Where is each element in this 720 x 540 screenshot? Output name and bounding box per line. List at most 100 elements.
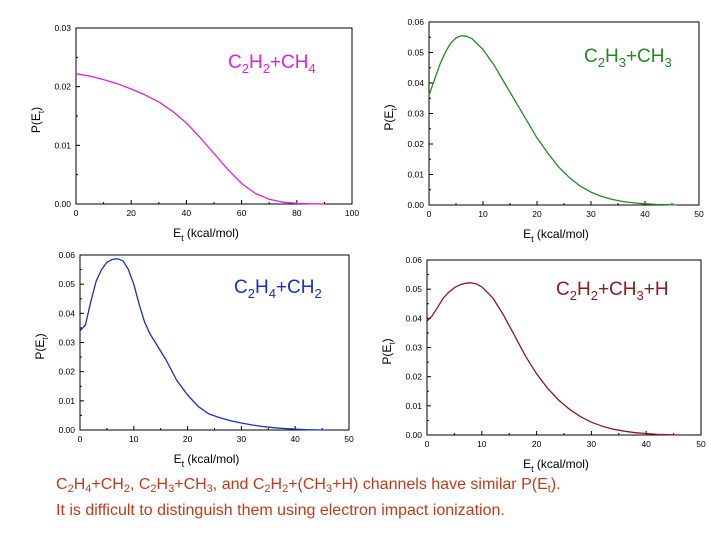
y-tick-label: 0.06 bbox=[407, 17, 424, 27]
caption-sub: 2 bbox=[282, 483, 289, 495]
series-line bbox=[79, 258, 328, 431]
x-tick-label: 30 bbox=[586, 209, 596, 219]
y-tick-label: 0.02 bbox=[407, 139, 424, 149]
y-tick-label: 0.04 bbox=[407, 78, 424, 88]
x-axis-label: Et (kcal/mol) bbox=[174, 452, 240, 469]
x-tick-label: 10 bbox=[478, 209, 488, 219]
y-tick-label: 0.04 bbox=[58, 308, 75, 318]
caption-line-2: It is difficult to distinguish them usin… bbox=[56, 502, 505, 519]
x-tick-label: 50 bbox=[344, 434, 354, 444]
x-tick-label: 0 bbox=[427, 209, 432, 219]
y-tick-label: 0.01 bbox=[407, 170, 424, 180]
series-line bbox=[75, 73, 325, 205]
svg-text:C2H3+CH3: C2H3+CH3 bbox=[584, 46, 672, 70]
y-tick-label: 0.05 bbox=[407, 48, 424, 58]
y-tick-label: 0.00 bbox=[405, 430, 422, 440]
x-tick-label: 50 bbox=[696, 439, 706, 449]
y-tick-label: 0.02 bbox=[54, 82, 71, 92]
series-line bbox=[426, 282, 680, 436]
svg-text:P(Et): P(Et) bbox=[29, 107, 46, 133]
y-tick-label: 0.01 bbox=[54, 140, 71, 150]
x-tick-label: 20 bbox=[532, 439, 542, 449]
caption-text: H bbox=[73, 476, 86, 493]
series-label: C2H4+CH2 bbox=[234, 277, 322, 301]
y-tick-label: 0.00 bbox=[54, 199, 71, 209]
caption: C2H4+CH2, C2H3+CH3, and C2H2+(CH3+H) cha… bbox=[56, 474, 716, 521]
svg-text:P(Et): P(Et) bbox=[380, 338, 397, 364]
x-tick-label: 10 bbox=[477, 439, 487, 449]
caption-line-1: C2H4+CH2, C2H3+CH3, and C2H2+(CH3+H) cha… bbox=[56, 474, 716, 500]
caption-sub: 2 bbox=[123, 483, 130, 495]
caption-text: +H) channels have similar P(E bbox=[332, 476, 548, 493]
y-tick-label: 0.01 bbox=[58, 396, 75, 406]
x-tick-label: 40 bbox=[641, 439, 651, 449]
x-tick-label: 50 bbox=[694, 209, 704, 219]
y-tick-label: 0.05 bbox=[58, 279, 75, 289]
y-axis-label: P(Et) bbox=[29, 107, 46, 133]
caption-text: C bbox=[56, 476, 68, 493]
caption-sub: 3 bbox=[325, 483, 333, 495]
caption-text: ). bbox=[550, 476, 561, 493]
y-axis-label: P(Et) bbox=[382, 104, 399, 130]
x-tick-label: 60 bbox=[237, 208, 247, 218]
y-tick-label: 0.06 bbox=[405, 255, 422, 265]
svg-text:P(Et): P(Et) bbox=[382, 104, 399, 130]
x-tick-label: 30 bbox=[587, 439, 597, 449]
plot-frame bbox=[75, 27, 353, 205]
caption-sub: 3 bbox=[206, 483, 213, 495]
x-tick-label: 10 bbox=[129, 434, 139, 444]
y-tick-label: 0.03 bbox=[405, 343, 422, 353]
caption-text: H bbox=[156, 476, 169, 493]
x-tick-label: 40 bbox=[290, 434, 300, 444]
caption-text: +(CH bbox=[288, 476, 326, 493]
y-tick-label: 0.03 bbox=[58, 338, 75, 348]
caption-text: +CH bbox=[91, 476, 124, 493]
caption-text: H bbox=[270, 476, 283, 493]
series-line bbox=[428, 35, 678, 206]
x-axis-label: Et (kcal/mol) bbox=[523, 227, 589, 244]
caption-sub: 2 bbox=[264, 483, 271, 495]
y-axis-label: P(Et) bbox=[380, 338, 397, 364]
y-tick-label: 0.02 bbox=[405, 372, 422, 382]
chart-c2h2-ch3-h: C2H2+CH3+H 0.00 0.01 0.02 0.03 0.04 0.05 0.06 0… bbox=[380, 255, 706, 474]
x-tick-label: 0 bbox=[425, 439, 430, 449]
caption-sub: 2 bbox=[150, 483, 157, 495]
x-tick-label: 20 bbox=[532, 209, 542, 219]
y-tick-label: 0.00 bbox=[58, 425, 75, 435]
series-label: C2H2+CH4 bbox=[228, 52, 316, 76]
y-tick-label: 0.05 bbox=[405, 284, 422, 294]
x-tick-label: 20 bbox=[126, 208, 136, 218]
caption-sub: 4 bbox=[85, 483, 92, 495]
x-tick-label: 20 bbox=[183, 434, 193, 444]
svg-text:C2H4+CH2: C2H4+CH2 bbox=[234, 277, 322, 301]
svg-text:C2H2+CH4: C2H2+CH4 bbox=[228, 52, 316, 76]
x-axis-label: Et (kcal/mol) bbox=[173, 226, 239, 243]
y-axis-label: P(Et) bbox=[33, 333, 50, 359]
caption-text: +CH bbox=[174, 476, 207, 493]
x-tick-label: 40 bbox=[182, 208, 192, 218]
y-tick-label: 0.06 bbox=[58, 250, 75, 260]
series-label: C2H2+CH3+H bbox=[556, 279, 669, 303]
y-tick-label: 0.04 bbox=[405, 313, 422, 323]
svg-text:P(Et): P(Et) bbox=[33, 333, 50, 359]
y-tick-label: 0.00 bbox=[407, 200, 424, 210]
caption-sub: 3 bbox=[168, 483, 175, 495]
x-tick-label: 80 bbox=[292, 208, 302, 218]
caption-sub: t bbox=[547, 483, 551, 495]
caption-text: , C bbox=[129, 476, 151, 493]
x-tick-label: 40 bbox=[640, 209, 650, 219]
x-tick-label: 30 bbox=[237, 434, 247, 444]
caption-text: , and C bbox=[212, 476, 265, 493]
caption-sub: 2 bbox=[67, 483, 74, 495]
series-label: C2H3+CH3 bbox=[584, 46, 672, 70]
y-tick-label: 0.02 bbox=[58, 367, 75, 377]
chart-c2h2-ch4: C2H2+CH4 0.00 0.01 0.02 0.03 0 20 40 60 80 100 Et … bbox=[29, 23, 359, 243]
x-tick-label: 0 bbox=[78, 434, 83, 444]
svg-text:C2H2+CH3+H: C2H2+CH3+H bbox=[556, 279, 669, 303]
y-tick-label: 0.03 bbox=[407, 109, 424, 119]
x-tick-label: 100 bbox=[345, 208, 359, 218]
x-tick-label: 0 bbox=[74, 208, 79, 218]
chart-c2h3-ch3: C2H3+CH3 0.00 0.01 0.02 0.03 0.04 0.05 0.06 0 10… bbox=[382, 17, 704, 244]
y-tick-label: 0.03 bbox=[54, 23, 71, 33]
chart-c2h4-ch2: C2H4+CH2 0.00 0.01 0.02 0.03 0.04 0.05 0.06 0 10… bbox=[33, 250, 354, 469]
